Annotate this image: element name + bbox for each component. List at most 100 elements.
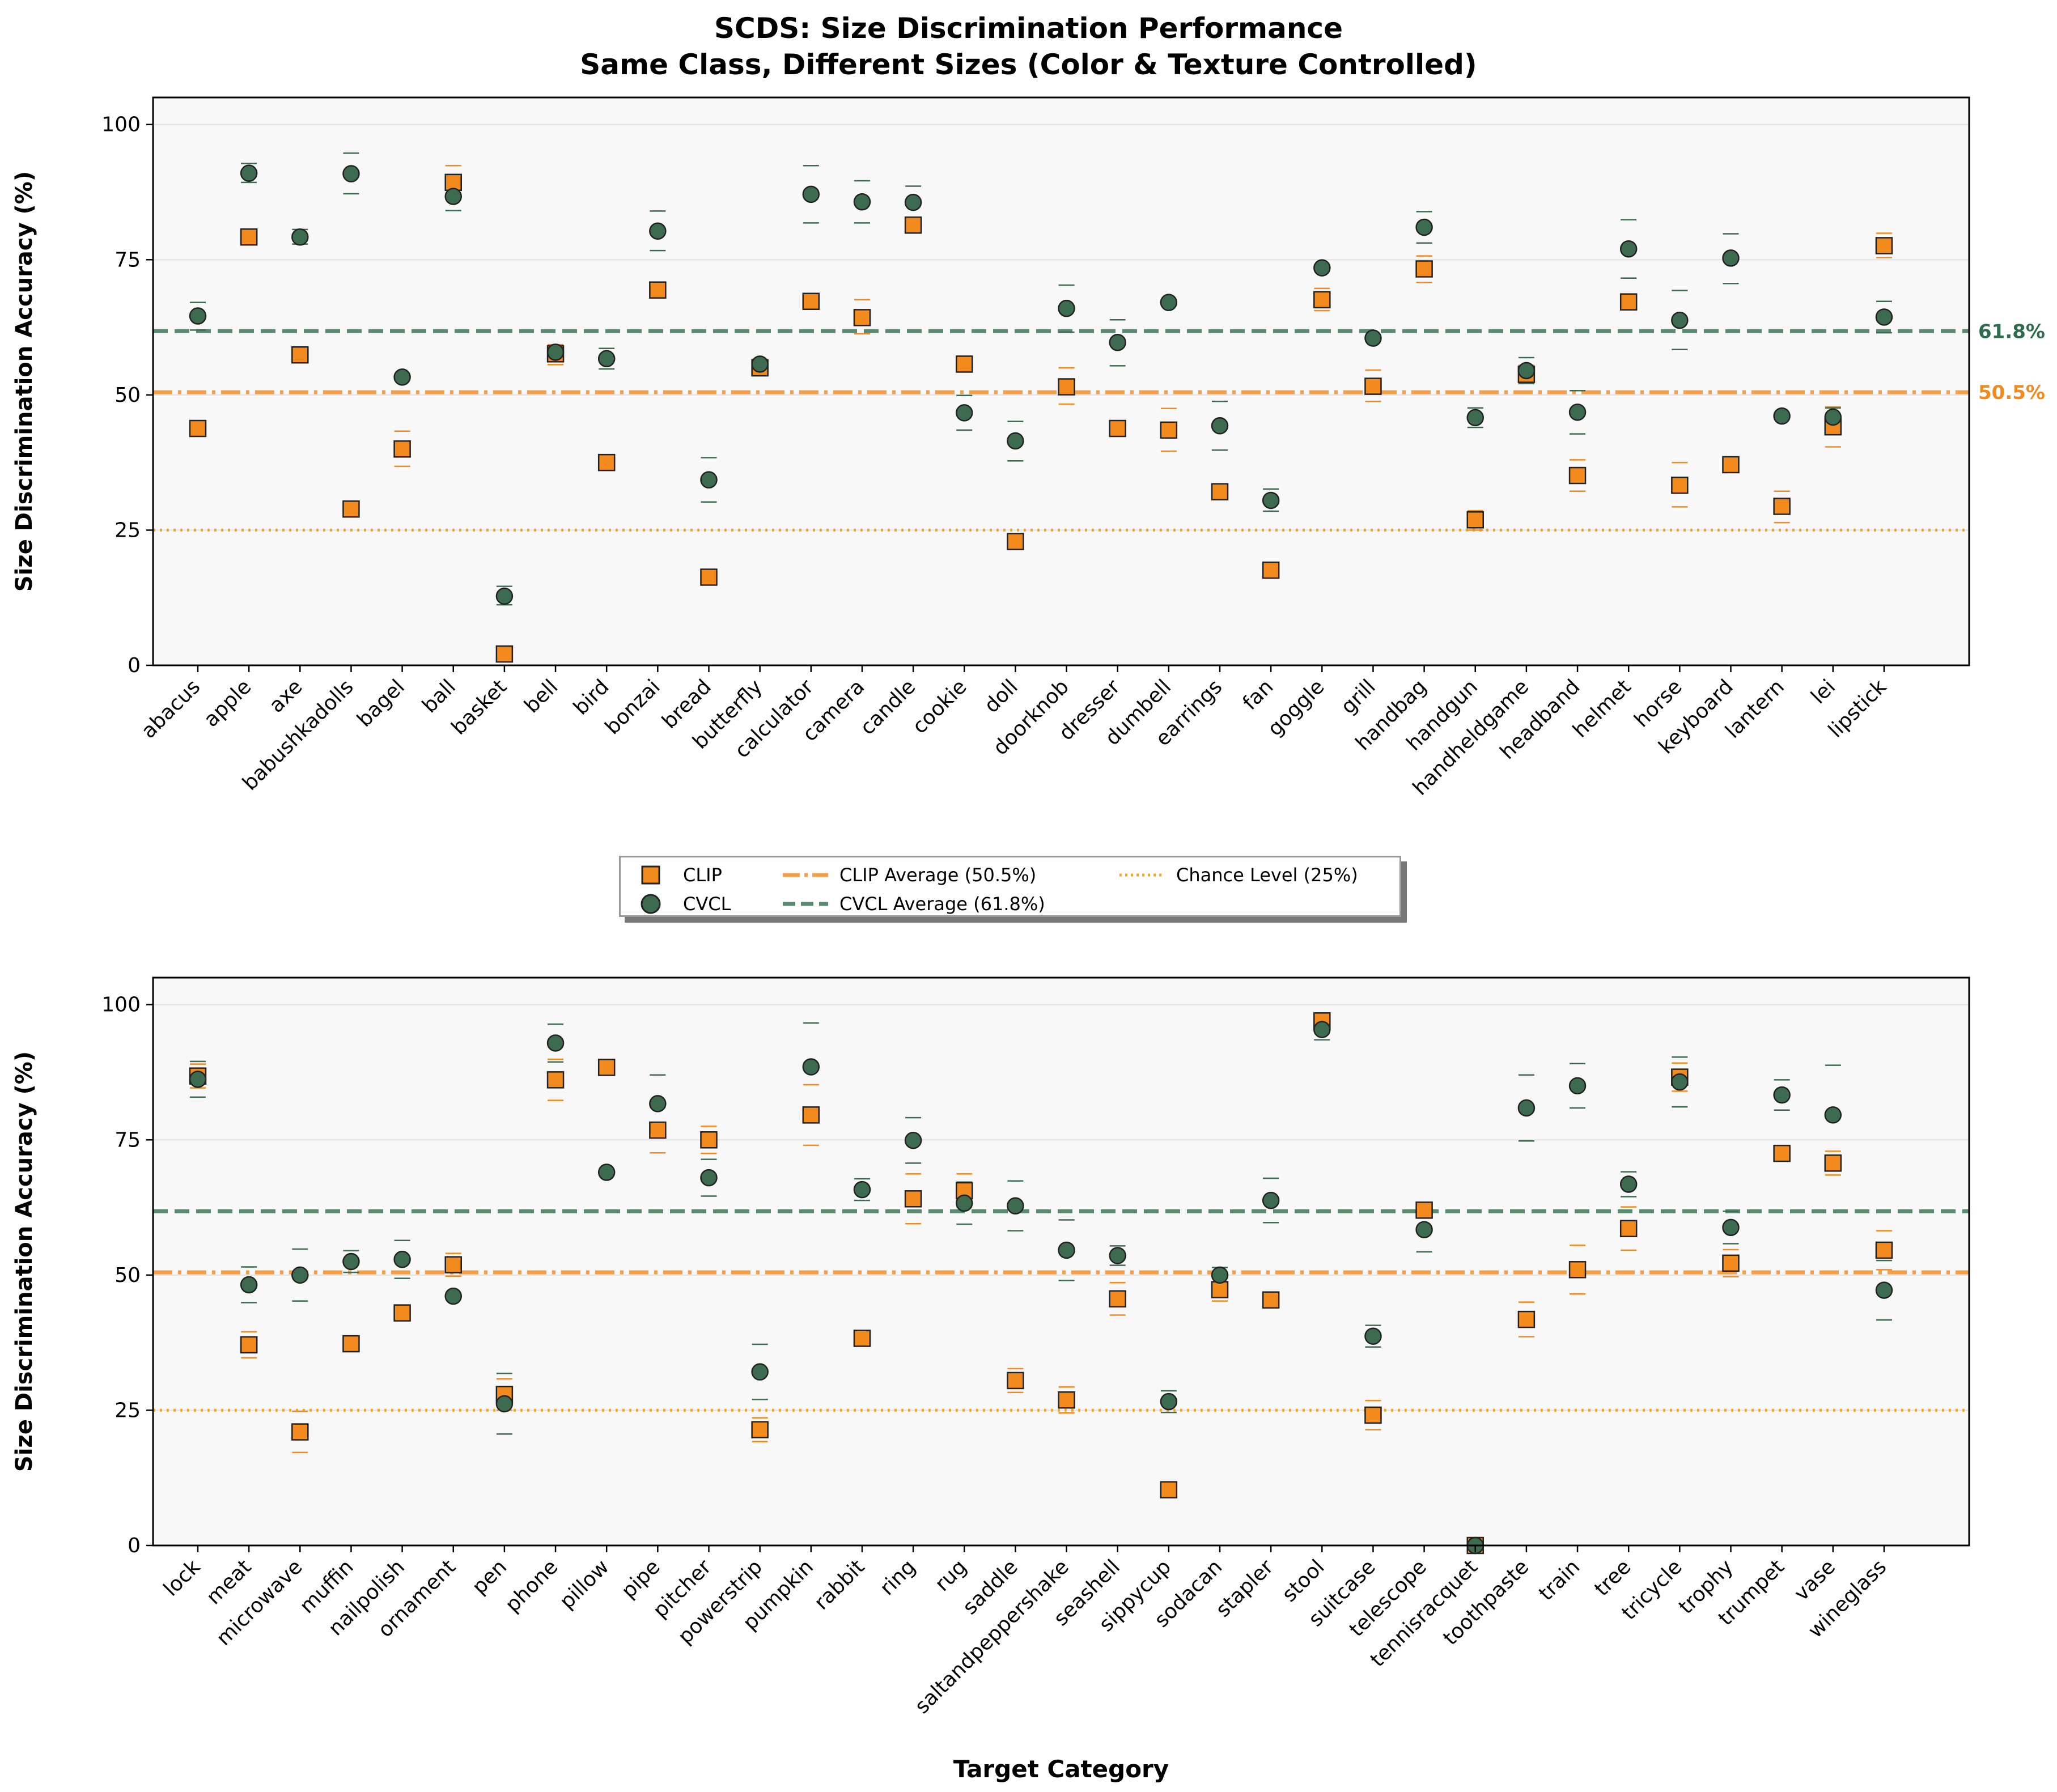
clip-point xyxy=(1058,1391,1075,1409)
cvcl-point xyxy=(700,1169,718,1187)
clip-point xyxy=(956,355,973,373)
cvcl-point xyxy=(802,1058,820,1076)
clip-point xyxy=(1466,511,1484,529)
cvcl-point xyxy=(1007,1197,1024,1215)
cvcl-point xyxy=(1517,1099,1536,1117)
clip-point xyxy=(342,1335,360,1353)
clip-point xyxy=(1568,466,1587,485)
x-tick-label: rabbit xyxy=(810,1555,869,1614)
x-tick-label: lock xyxy=(159,1555,205,1600)
clip-point xyxy=(1262,561,1280,579)
legend-label-clip-average: CLIP Average (50.5%) xyxy=(839,864,1037,886)
clip-point xyxy=(1671,476,1689,494)
legend-label-cvcl: CVCL xyxy=(683,893,731,915)
cvcl-point xyxy=(700,471,718,489)
cvcl-point xyxy=(1160,1392,1178,1411)
clip-point xyxy=(291,346,309,364)
y-tick-label: 100 xyxy=(101,993,141,1017)
y-tick-label: 75 xyxy=(114,248,141,271)
cvcl-point xyxy=(1619,1175,1638,1193)
x-tick-label: lei xyxy=(1806,675,1840,708)
cvcl-point xyxy=(956,1194,973,1212)
x-tick-label: pillow xyxy=(555,1555,614,1613)
clip-point xyxy=(1262,1291,1280,1309)
x-tick-label: axe xyxy=(265,675,307,717)
legend-label-cvcl-average: CVCL Average (61.8%) xyxy=(839,893,1045,915)
clip-point xyxy=(700,568,718,586)
cvcl-point xyxy=(189,307,207,325)
legend: CLIP CVCL CLIP Average (50.5%) CVCL Aver… xyxy=(619,856,1401,917)
x-tick-label: ball xyxy=(418,675,460,717)
y-tick-label: 25 xyxy=(114,519,141,542)
cvcl-point xyxy=(1364,329,1382,347)
cvcl-point xyxy=(1058,299,1075,317)
x-tick-label: abacus xyxy=(137,675,205,743)
clip-point xyxy=(444,1256,462,1273)
clip-point xyxy=(444,173,462,192)
clip-point xyxy=(1415,1201,1433,1219)
clip-point xyxy=(904,1190,922,1208)
y-tick-label: 100 xyxy=(101,113,141,137)
cvcl-point xyxy=(495,587,514,605)
clip-point xyxy=(1773,1144,1791,1162)
cvcl-point xyxy=(597,350,616,368)
x-tick-label: bagel xyxy=(353,675,409,732)
clip-point xyxy=(1109,419,1126,438)
clip-point xyxy=(1568,1261,1587,1279)
clip-point xyxy=(904,216,922,234)
x-tick-label: train xyxy=(1534,1555,1584,1605)
cvcl-point xyxy=(853,193,871,211)
clip-point xyxy=(1722,1254,1740,1272)
cvcl-point xyxy=(444,188,462,205)
cvcl-point xyxy=(853,1180,871,1199)
cvcl-point xyxy=(1619,240,1638,258)
x-tick-label: helmet xyxy=(1568,675,1635,742)
cvcl-point xyxy=(1109,334,1126,351)
cvcl-point xyxy=(802,185,820,203)
y-axis-label: Size Discrimination Accuracy (%) xyxy=(11,1051,37,1472)
cvcl-point xyxy=(751,1363,769,1381)
x-tick-label: rug xyxy=(931,1555,972,1596)
chart-title-line2: Same Class, Different Sizes (Color & Tex… xyxy=(580,48,1477,81)
cvcl-point xyxy=(1773,1086,1791,1104)
clip-point xyxy=(597,1059,616,1076)
y-tick-label: 25 xyxy=(114,1399,141,1422)
cvcl-point xyxy=(1773,407,1791,425)
clip-point xyxy=(1875,237,1893,254)
clip-point xyxy=(342,500,360,518)
legend-label-clip: CLIP xyxy=(683,864,722,886)
clip-point xyxy=(802,292,820,311)
clip-point xyxy=(393,440,411,458)
clip-point xyxy=(1722,456,1740,474)
clip-point xyxy=(1364,377,1382,395)
cvcl-point xyxy=(291,1266,309,1284)
clip-point xyxy=(546,1071,565,1089)
cvcl-point xyxy=(956,404,973,422)
cvcl-point xyxy=(649,222,667,240)
clip-point xyxy=(956,1182,973,1200)
cvcl-point xyxy=(291,228,309,246)
clip-point xyxy=(189,419,207,438)
cvcl-point xyxy=(1313,1021,1331,1038)
cvcl-point xyxy=(546,1034,565,1052)
cvcl-point xyxy=(1875,1281,1893,1299)
cvcl-point xyxy=(1262,1191,1280,1209)
cvcl-point xyxy=(904,193,922,211)
y-tick-label: 50 xyxy=(114,384,141,407)
clip-point xyxy=(853,1330,871,1347)
legend-swatch-clip xyxy=(641,865,660,885)
clip-point xyxy=(649,1121,667,1139)
clip-average-label: 50.5% xyxy=(1978,381,2045,404)
x-tick-label: bonzai xyxy=(601,675,665,739)
clip-point xyxy=(853,309,871,326)
x-tick-label: candle xyxy=(856,675,921,740)
cvcl-point xyxy=(342,165,360,182)
cvcl-point xyxy=(1058,1241,1075,1259)
y-tick-label: 0 xyxy=(128,1534,141,1557)
clip-point xyxy=(649,281,667,299)
clip-point xyxy=(1160,421,1178,439)
cvcl-point xyxy=(1313,259,1331,277)
cvcl-point xyxy=(1875,308,1893,326)
clip-point xyxy=(1773,498,1791,515)
